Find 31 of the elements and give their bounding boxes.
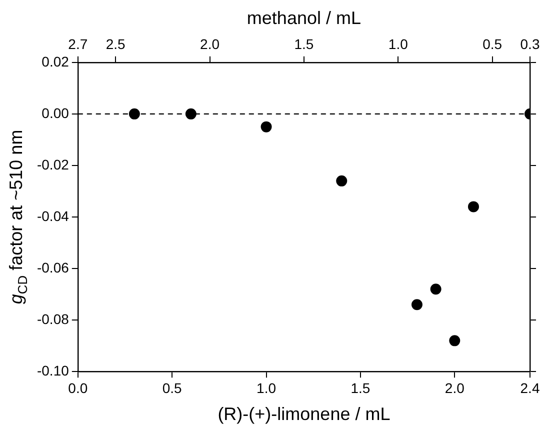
x2-tick-label: 2.5 <box>106 36 126 52</box>
x2-tick-label: 1.5 <box>294 36 314 52</box>
point <box>430 284 442 295</box>
x2-tick-label: 2.0 <box>200 36 220 52</box>
x-tick-label: 2.4 <box>520 380 540 396</box>
y-tick-label: -0.06 <box>36 259 70 276</box>
point <box>185 108 196 120</box>
x-tick-label: 0.5 <box>162 380 182 396</box>
y-tick-label: -0.10 <box>36 362 70 378</box>
point <box>260 121 272 132</box>
y-tick-label: -0.08 <box>36 310 70 327</box>
x-tick-label: 1.5 <box>350 380 370 396</box>
y-tick-label: 0.00 <box>42 104 70 121</box>
x-tick-label: 2.0 <box>444 380 465 396</box>
x-tick-label: 1.0 <box>256 380 276 396</box>
x2-tick-label: 0.5 <box>482 36 502 52</box>
x2-axis-title: methanol / mL <box>246 8 361 28</box>
y-tick-label: 0.02 <box>42 53 70 70</box>
point <box>411 299 422 310</box>
x2-tick-label: 1.0 <box>388 36 408 52</box>
point <box>336 175 348 186</box>
y-axis-title: gCD factor at ~510 nm <box>6 130 30 304</box>
x2-tick-label: 0.3 <box>520 36 540 52</box>
point <box>468 201 479 212</box>
x-tick-label: 0.0 <box>68 380 88 396</box>
point <box>128 108 140 120</box>
x2-tick-label: 2.7 <box>68 36 88 52</box>
point <box>449 335 460 346</box>
x-axis-title: (R)-(+)-limonene / mL <box>218 404 390 424</box>
y-tick-label: -0.02 <box>36 156 70 172</box>
y-tick-label: -0.04 <box>36 208 70 224</box>
